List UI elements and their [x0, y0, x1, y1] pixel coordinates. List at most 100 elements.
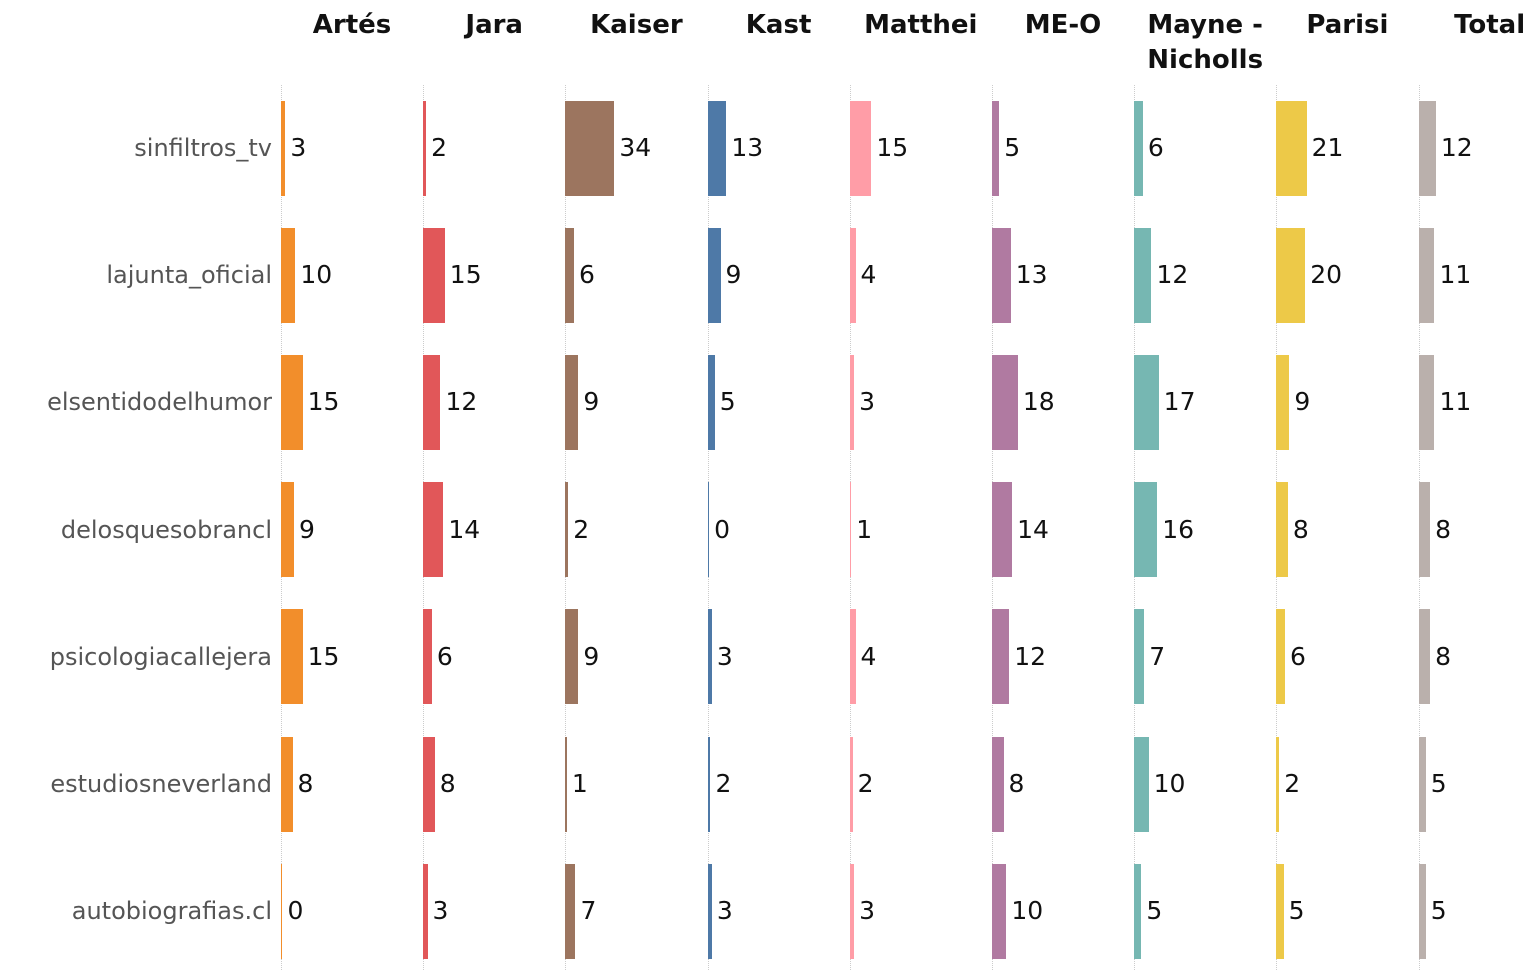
- value-label: 8: [1435, 641, 1452, 671]
- value-label: 12: [1440, 133, 1473, 162]
- bar: [992, 863, 1007, 959]
- bar: [1134, 863, 1142, 959]
- bar: [1276, 609, 1286, 705]
- value-label: 8: [439, 769, 456, 798]
- bar: [707, 482, 709, 578]
- bar: [849, 227, 856, 323]
- value-label: 14: [1017, 514, 1049, 544]
- value-label: 13: [1015, 260, 1048, 290]
- bar: [1276, 863, 1284, 959]
- bar: [707, 354, 715, 450]
- bar: [565, 227, 575, 323]
- column-header: Matthei: [864, 10, 978, 40]
- value-label: 14: [448, 514, 481, 544]
- value-label: 4: [860, 260, 877, 290]
- value-label: 9: [725, 260, 742, 290]
- column-header: Kaiser: [590, 10, 683, 40]
- bar: [281, 736, 293, 832]
- column-header: Artés: [312, 10, 392, 40]
- value-label: 5: [1430, 896, 1447, 926]
- value-label: 15: [307, 641, 340, 671]
- bar: [1134, 482, 1158, 578]
- value-label: 5: [1430, 769, 1447, 798]
- row-label: estudiosneverland: [50, 770, 272, 798]
- bar: [1134, 354, 1159, 450]
- value-label: 7: [580, 896, 597, 926]
- bar: [423, 863, 428, 959]
- value-label: 12: [1014, 641, 1047, 671]
- bar: [565, 482, 569, 578]
- value-label: 5: [1146, 896, 1163, 926]
- bar: [992, 736, 1004, 832]
- row-label: sinfiltros_tv: [134, 134, 272, 162]
- value-label: 2: [573, 514, 590, 544]
- value-label: 15: [307, 387, 340, 417]
- bar: [992, 100, 1000, 196]
- bar: [423, 609, 432, 705]
- bar: [1276, 736, 1280, 832]
- bar: [992, 354, 1018, 450]
- value-label: 15: [449, 260, 482, 290]
- bar: [1418, 482, 1431, 578]
- value-label: 5: [1004, 133, 1021, 162]
- bar: [707, 736, 711, 832]
- bar: [565, 609, 579, 705]
- value-label: 11: [1439, 260, 1472, 290]
- bar: [707, 609, 712, 705]
- bar: [423, 482, 444, 578]
- bar: [423, 354, 441, 450]
- bar: [1418, 100, 1436, 196]
- bar: [423, 100, 427, 196]
- value-label: 12: [1156, 260, 1189, 290]
- bar: [1276, 482, 1288, 578]
- value-label: 9: [298, 514, 315, 544]
- value-label: 8: [1435, 514, 1452, 544]
- bar: [1418, 863, 1426, 959]
- bar: [707, 100, 727, 196]
- value-label: 8: [297, 769, 314, 798]
- value-label: 18: [1022, 387, 1055, 417]
- value-label: 7: [1149, 641, 1166, 671]
- value-label: 3: [716, 641, 733, 671]
- value-label: 3: [432, 896, 449, 926]
- bar: [1418, 227, 1435, 323]
- value-label: 9: [1294, 387, 1311, 417]
- value-label: 5: [719, 387, 736, 417]
- row-label: elsentidodelhumor: [47, 388, 272, 417]
- bar: [1276, 227, 1306, 323]
- value-label: 1: [856, 514, 873, 544]
- value-label: 2: [715, 769, 732, 798]
- row-label: lajunta_oficial: [106, 261, 272, 290]
- bar: [992, 609, 1010, 705]
- bar: [992, 482, 1013, 578]
- value-label: 5: [1288, 896, 1305, 926]
- bar: [1418, 609, 1431, 705]
- row-label: autobiografias.cl: [71, 897, 272, 926]
- bar: [1134, 227, 1152, 323]
- bar: [565, 863, 576, 959]
- bar: [1134, 609, 1145, 705]
- bar: [849, 100, 872, 196]
- bar: [565, 736, 567, 832]
- value-label: 9: [583, 387, 600, 417]
- value-label: 16: [1162, 514, 1195, 544]
- value-label: 4: [860, 641, 877, 671]
- bar: [1418, 354, 1435, 450]
- bar: [707, 863, 712, 959]
- bar: [707, 227, 721, 323]
- value-label: 6: [1147, 133, 1164, 162]
- value-label: 0: [714, 514, 730, 544]
- value-label: 6: [436, 641, 453, 671]
- value-label: 6: [1290, 641, 1306, 671]
- value-label: 21: [1311, 133, 1344, 162]
- value-label: 17: [1163, 387, 1196, 417]
- value-label: 6: [579, 260, 595, 290]
- bar: [1276, 100, 1307, 196]
- bar: [1134, 736, 1149, 832]
- value-label: 13: [731, 133, 764, 162]
- bar: [849, 609, 856, 705]
- bar: [1134, 100, 1143, 196]
- bar: [565, 100, 615, 196]
- bar: [281, 100, 286, 196]
